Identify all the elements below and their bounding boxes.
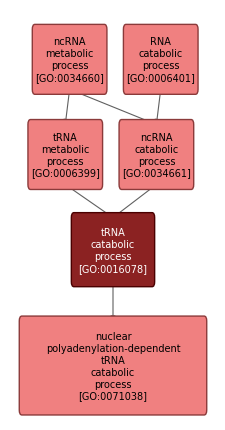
FancyBboxPatch shape	[71, 213, 154, 287]
FancyBboxPatch shape	[123, 25, 197, 95]
FancyBboxPatch shape	[119, 120, 193, 190]
Text: ncRNA
metabolic
process
[GO:0034660]: ncRNA metabolic process [GO:0034660]	[35, 37, 104, 83]
FancyBboxPatch shape	[19, 316, 206, 415]
Text: tRNA
catabolic
process
[GO:0016078]: tRNA catabolic process [GO:0016078]	[78, 227, 147, 273]
FancyBboxPatch shape	[32, 25, 106, 95]
FancyBboxPatch shape	[28, 120, 102, 190]
Text: RNA
catabolic
process
[GO:0006401]: RNA catabolic process [GO:0006401]	[126, 37, 194, 83]
Text: ncRNA
catabolic
process
[GO:0034661]: ncRNA catabolic process [GO:0034661]	[122, 132, 190, 178]
Text: tRNA
metabolic
process
[GO:0006399]: tRNA metabolic process [GO:0006399]	[31, 132, 99, 178]
Text: nuclear
polyadenylation-dependent
tRNA
catabolic
process
[GO:0071038]: nuclear polyadenylation-dependent tRNA c…	[45, 331, 180, 401]
